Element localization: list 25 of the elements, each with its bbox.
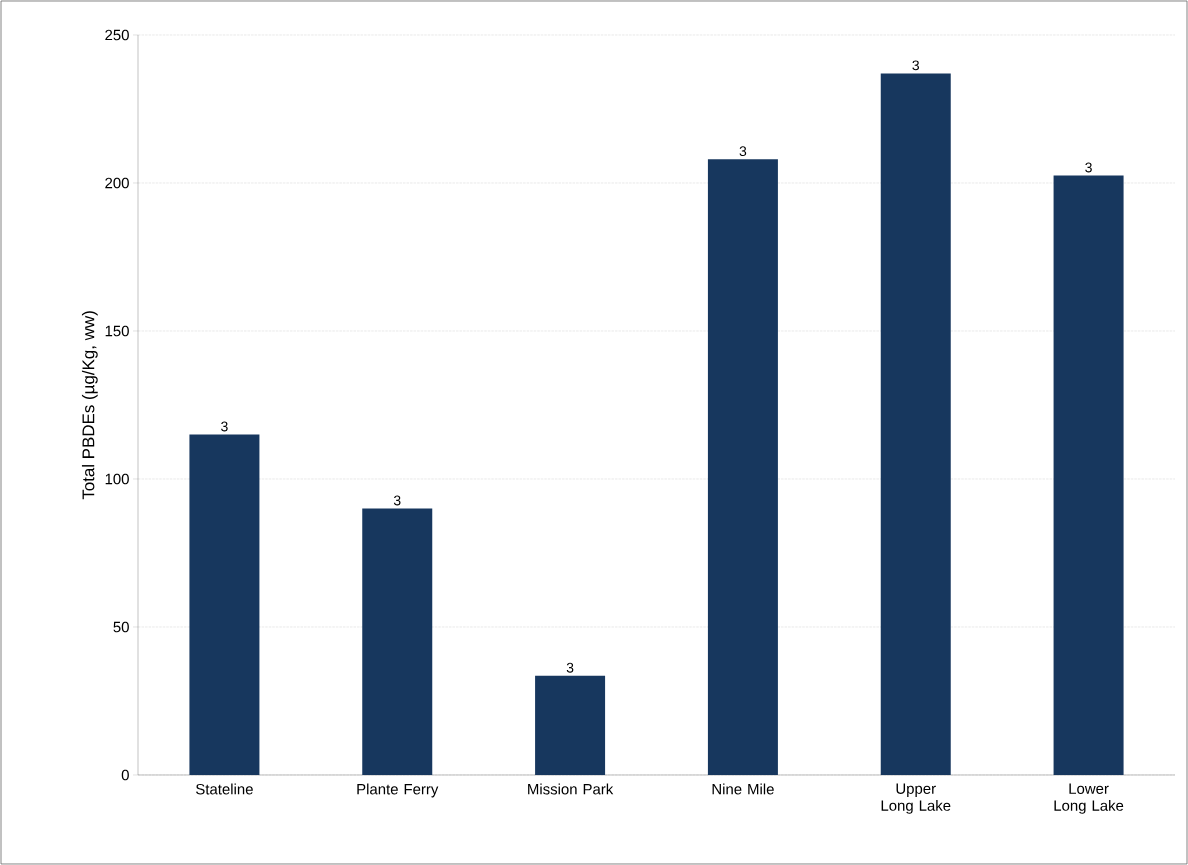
bar <box>1053 175 1124 775</box>
annotation: 3 <box>1085 162 1092 173</box>
x-tick-label: Lower Long Lake <box>1054 783 1124 814</box>
y-tick-label: 0 <box>121 769 129 781</box>
y-tick-label: 250 <box>105 29 129 41</box>
y-tick-label: 200 <box>105 177 129 189</box>
y-tick-label: 150 <box>105 325 129 337</box>
bar <box>535 675 606 775</box>
annotation: 3 <box>393 495 401 506</box>
y-tick-label: 50 <box>113 621 129 633</box>
annotation: 3 <box>739 146 747 157</box>
x-tick-label: Nine Mile <box>712 783 774 795</box>
y-tick-label: 100 <box>105 473 129 485</box>
bar <box>189 434 260 775</box>
annotation: 3 <box>221 421 228 432</box>
annotation: 3 <box>912 60 920 71</box>
bar <box>880 73 951 775</box>
x-tick-label: Stateline <box>196 783 253 795</box>
y-axis-title: Total PBDEs (µg/Kg, ww) <box>81 311 98 500</box>
x-tick-label: Plante Ferry <box>357 783 439 798</box>
annotation: 3 <box>566 662 574 673</box>
x-tick-label: Upper Long Lake <box>881 783 951 814</box>
bar <box>707 159 778 775</box>
bar <box>362 508 433 775</box>
x-tick-label: Mission Park <box>528 783 614 795</box>
